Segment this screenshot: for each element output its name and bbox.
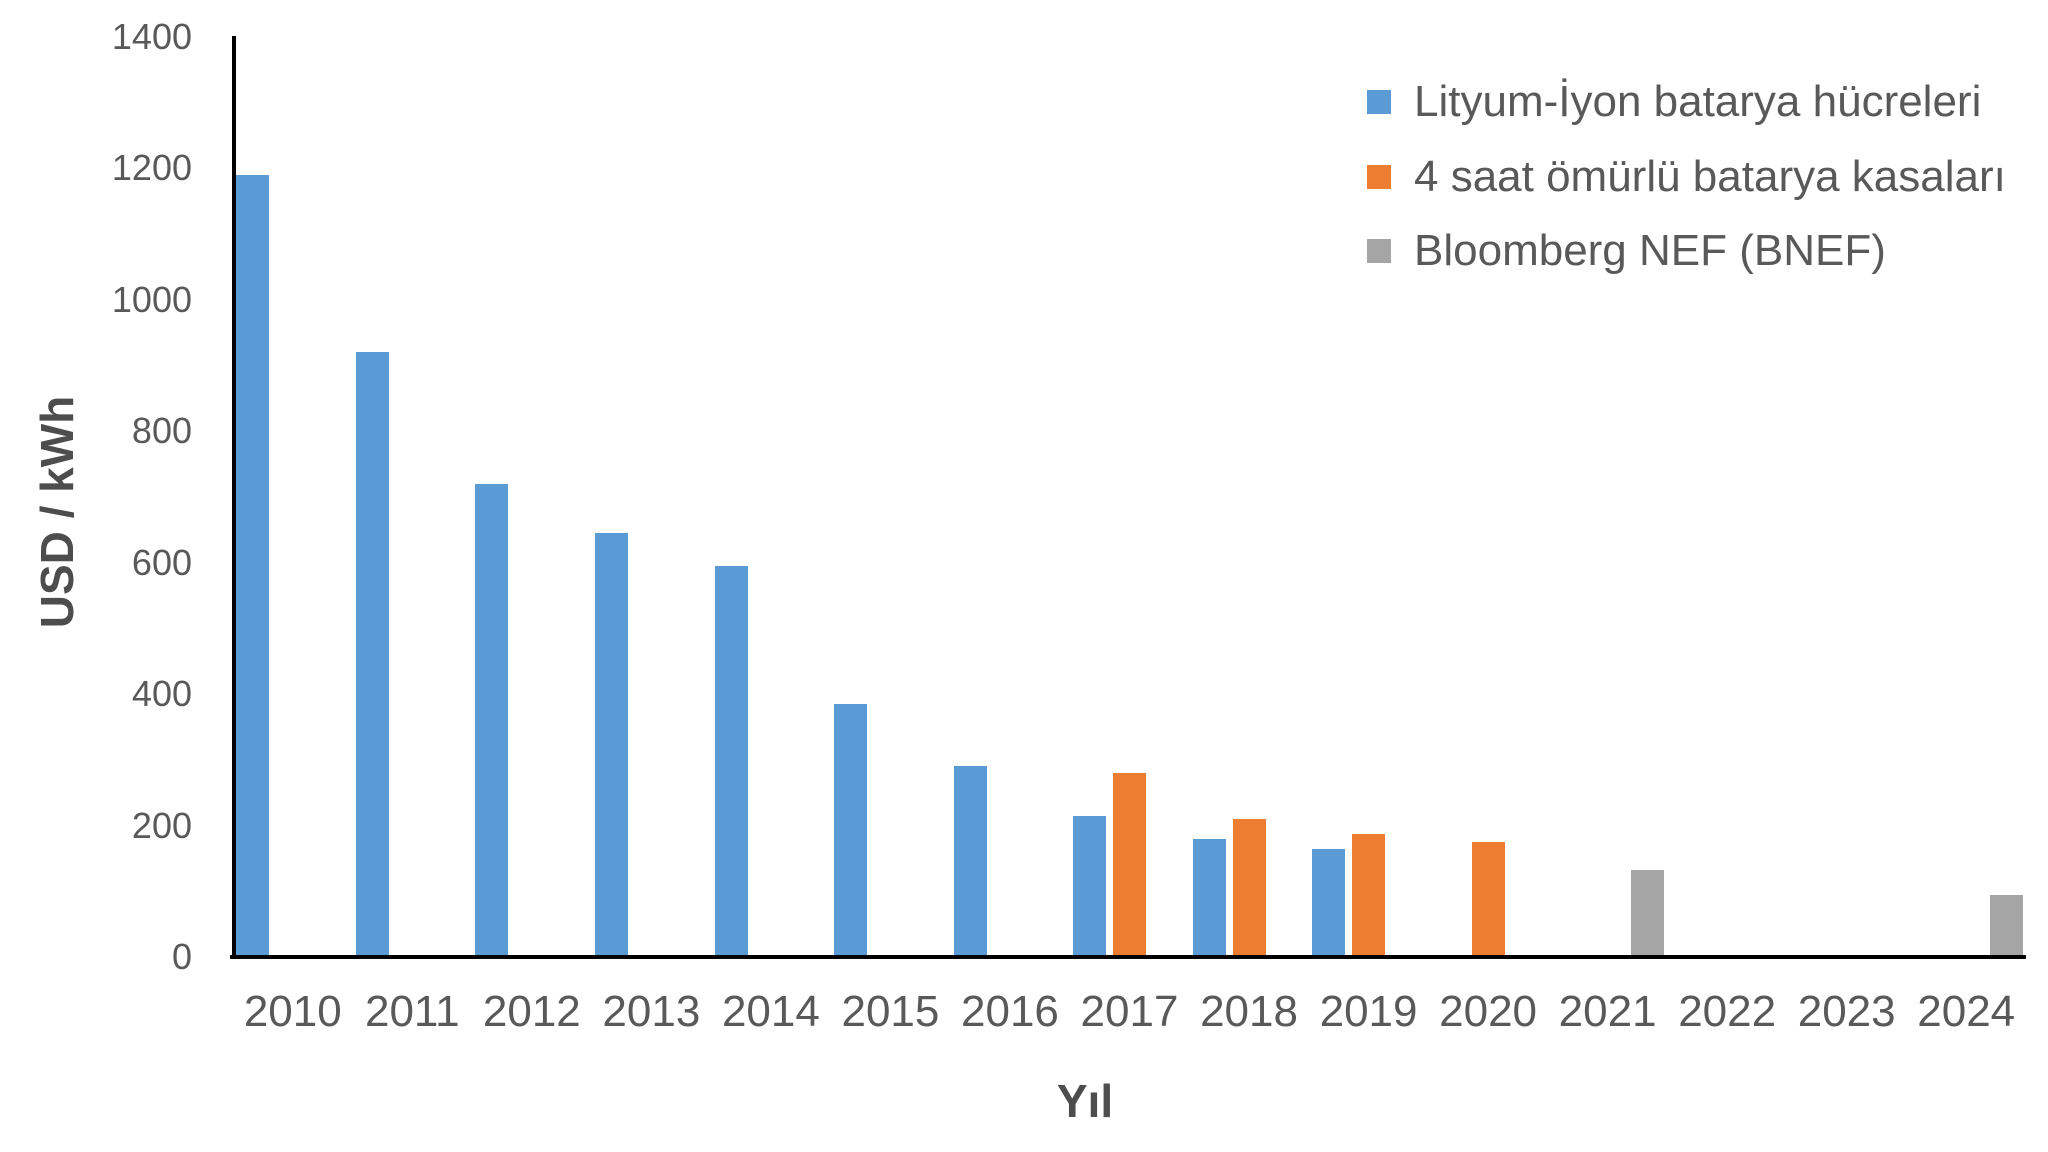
legend-swatch xyxy=(1367,90,1391,114)
legend-item: 4 saat ömürlü batarya kasaları xyxy=(1367,151,2006,201)
y-tick-label: 1400 xyxy=(111,16,192,57)
y-tick-label: 800 xyxy=(131,410,192,452)
x-tick-label: 2017 xyxy=(1080,987,1179,1036)
bar xyxy=(595,533,629,957)
bar xyxy=(355,352,389,957)
y-tick-label: 0 xyxy=(171,936,192,977)
bar xyxy=(953,766,987,957)
x-tick-label: 2010 xyxy=(243,987,342,1036)
legend-item: Lityum-İyon batarya hücreleri xyxy=(1367,80,1981,124)
y-tick-label: 600 xyxy=(131,541,192,583)
y-tick-label: 1200 xyxy=(111,147,192,189)
bar xyxy=(1073,815,1107,957)
x-axis-line xyxy=(230,955,2026,959)
bar xyxy=(1113,773,1146,957)
x-tick-label: 2011 xyxy=(364,987,460,1036)
x-tick-label: 2016 xyxy=(961,987,1059,1036)
x-tick-label: 2020 xyxy=(1439,987,1538,1036)
x-axis-title: Yıl xyxy=(1056,1075,1114,1127)
bar xyxy=(714,566,748,957)
bar xyxy=(1352,834,1386,957)
legend-swatch xyxy=(1367,164,1391,189)
x-tick-label: 2022 xyxy=(1678,987,1777,1036)
y-axis-line xyxy=(232,36,236,959)
x-tick-label: 2021 xyxy=(1558,987,1657,1036)
x-tick-label: 2018 xyxy=(1200,987,1298,1036)
legend-item: Bloomberg NEF (BNEF) xyxy=(1367,229,1886,273)
legend-swatch xyxy=(1367,239,1391,263)
legend-label: Lityum-İyon batarya hücreleri xyxy=(1414,77,1982,126)
x-tick-label: 2019 xyxy=(1319,987,1418,1036)
x-tick-label: 2012 xyxy=(482,987,581,1036)
bar xyxy=(475,483,509,957)
bar xyxy=(834,704,868,957)
x-tick-label: 2024 xyxy=(1917,987,2016,1036)
y-tick-label: 400 xyxy=(131,673,192,715)
bar xyxy=(1232,819,1266,957)
legend-label: 4 saat ömürlü batarya kasaları xyxy=(1414,151,2006,201)
y-tick-label: 1000 xyxy=(111,278,192,320)
bar xyxy=(1630,870,1664,957)
x-tick-label: 2015 xyxy=(841,987,940,1036)
y-tick-label: 200 xyxy=(131,804,192,846)
bar xyxy=(1989,894,2023,957)
bar xyxy=(1312,848,1346,957)
bar xyxy=(1192,838,1226,957)
x-tick-label: 2013 xyxy=(602,987,701,1036)
legend-label: Bloomberg NEF (BNEF) xyxy=(1414,226,1886,275)
x-tick-label: 2023 xyxy=(1797,987,1896,1036)
bar xyxy=(236,175,270,957)
x-tick-label: 2014 xyxy=(721,987,820,1036)
bar xyxy=(1471,842,1505,957)
